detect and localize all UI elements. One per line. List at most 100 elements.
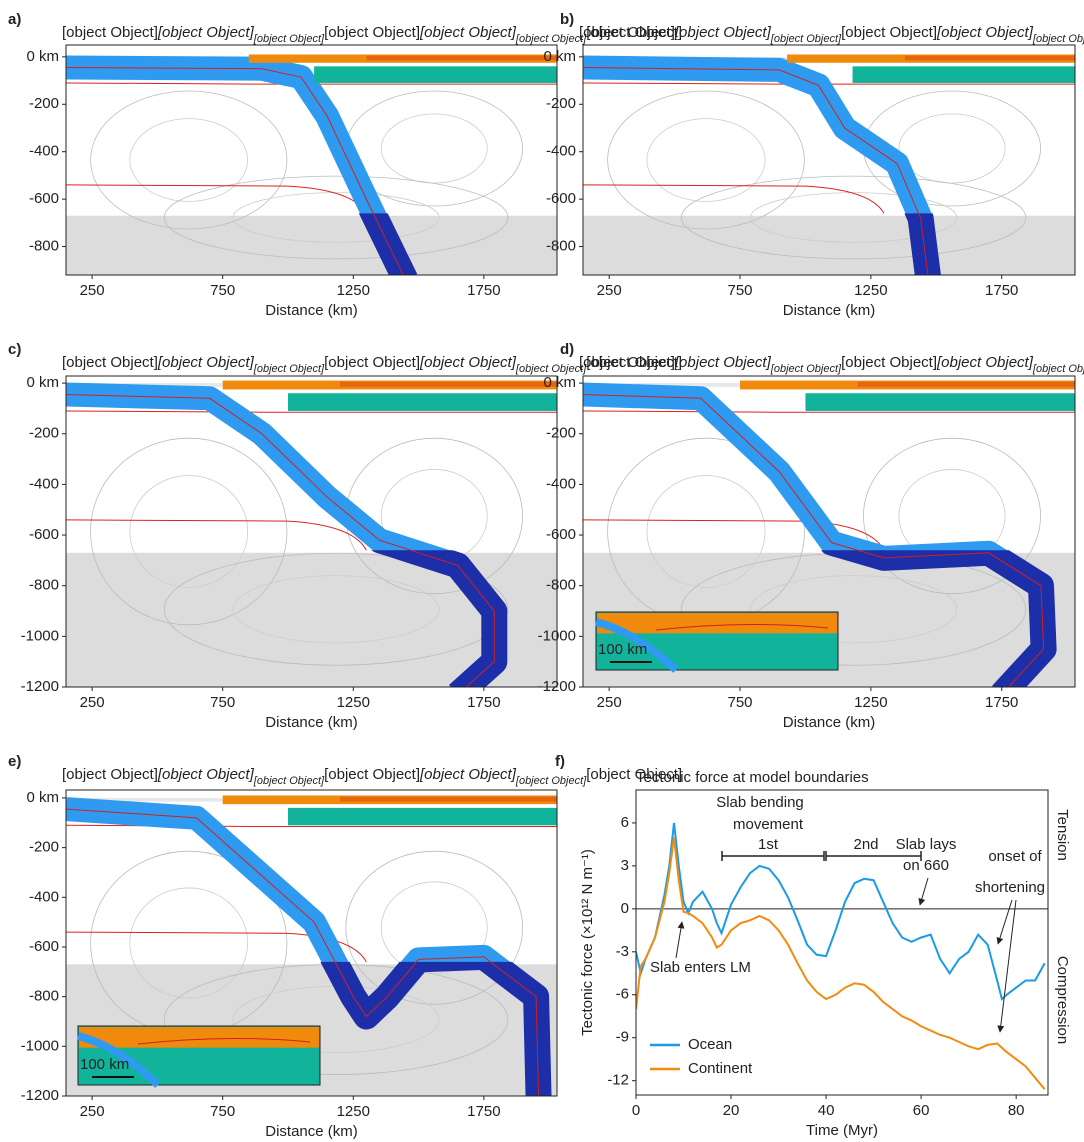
title-part: [object Object]	[253, 775, 325, 787]
continent	[287, 807, 557, 826]
slab-edge	[583, 67, 929, 275]
title-part: [object Object]	[1032, 363, 1084, 375]
y-tick-label: -200	[29, 839, 59, 856]
x-axis-label: Distance (km)	[265, 714, 358, 731]
title-part: [object Object]	[515, 775, 587, 787]
panel-label: f)	[555, 753, 565, 770]
title-part: [object Object]	[324, 766, 420, 783]
panel-title: [object Object][object Object][object Ob…	[579, 24, 1084, 45]
chart-title: Tectonic force at model boundaries	[636, 769, 869, 786]
streamline	[646, 475, 766, 588]
annotation: onset of	[988, 848, 1042, 865]
title-part: [object Object]	[515, 363, 587, 375]
panel-title: [object Object][object Object][object Ob…	[579, 354, 1084, 375]
panel-title: [object Object][object Object][object Ob…	[62, 24, 682, 45]
upper-crust	[366, 55, 557, 61]
y-tick-label: -400	[546, 143, 576, 160]
annotation: 2nd	[853, 836, 878, 853]
continent	[852, 66, 1075, 83]
slab-edge	[66, 393, 495, 687]
panel-title: [object Object][object Object][object Ob…	[62, 354, 682, 375]
x-tick-label: 750	[210, 1103, 235, 1120]
title-part: [object Object]	[253, 363, 325, 375]
inset-scale-label: 100 km	[80, 1056, 129, 1073]
streamline	[90, 437, 288, 626]
y-tick-label: -800	[29, 988, 59, 1005]
title-part: [object Object]	[62, 354, 158, 371]
streamline	[345, 850, 524, 1005]
annotation-arrow	[997, 899, 1017, 1033]
inset-sediment	[79, 1027, 319, 1048]
model-field	[66, 376, 557, 687]
title-part: [object Object]	[419, 354, 517, 371]
streamline	[380, 113, 488, 184]
legend-label: Ocean	[688, 1036, 732, 1053]
lower-mantle	[583, 215, 1075, 275]
x-axis-label: Distance (km)	[783, 302, 876, 319]
red-isotherm	[66, 82, 557, 85]
streamline	[646, 118, 766, 202]
plot-frame	[582, 44, 1076, 276]
annotation: shortening	[975, 879, 1045, 896]
streamline	[129, 118, 249, 202]
x-tick-label: 0	[632, 1102, 640, 1119]
y-tick-label: -200	[29, 425, 59, 442]
title-part: [object Object]	[586, 354, 682, 371]
streamline	[232, 575, 440, 644]
streamline	[232, 192, 440, 243]
x-tick-label: 20	[723, 1102, 740, 1119]
continent	[287, 393, 557, 411]
inset-scale-label: 100 km	[598, 641, 647, 658]
x-axis-label: Distance (km)	[265, 302, 358, 319]
title-part: [object Object]	[62, 24, 158, 41]
x-tick-label: 1750	[985, 694, 1018, 711]
title-part: [object Object]	[324, 24, 420, 41]
title-part: [object Object]	[579, 354, 675, 371]
title-part: [object Object]	[419, 766, 517, 783]
series-line	[636, 837, 1046, 1090]
x-tick-label: 250	[597, 282, 622, 299]
x-tick-label: 80	[1008, 1102, 1025, 1119]
x-tick-label: 250	[80, 694, 105, 711]
upper-crust	[340, 381, 557, 387]
inset-contour	[655, 623, 829, 631]
y-tick-label: -800	[546, 577, 576, 594]
y-tick-label: -800	[29, 577, 59, 594]
x-tick-label: 1750	[467, 282, 500, 299]
side-label: Compression	[1054, 956, 1071, 1044]
y-tick-label: -600	[546, 190, 576, 207]
red-isotherm	[583, 184, 885, 214]
annotation: 1st	[758, 836, 779, 853]
title-part: [object Object]	[157, 354, 255, 371]
continent	[314, 66, 557, 83]
panel-label: e)	[8, 753, 21, 770]
title-part: [object Object]	[1032, 33, 1084, 45]
y-tick-label: -3	[616, 943, 629, 960]
slab-edge	[583, 393, 1045, 687]
side-label: Tension	[1054, 809, 1071, 861]
plot-frame	[65, 789, 558, 1097]
model-field	[66, 45, 557, 275]
x-tick-label: 1750	[467, 1103, 500, 1120]
y-tick-label: -400	[546, 475, 576, 492]
y-tick-label: -600	[29, 938, 59, 955]
x-tick-label: 1250	[854, 282, 887, 299]
y-tick-label: -400	[29, 475, 59, 492]
y-tick-label: -9	[616, 1029, 629, 1046]
x-tick-label: 1250	[854, 694, 887, 711]
streamline	[90, 90, 288, 230]
y-tick-label: 0 km	[26, 48, 59, 65]
y-tick-label: -400	[29, 888, 59, 905]
streamline	[607, 90, 805, 230]
x-tick-label: 750	[210, 694, 235, 711]
annotation: movement	[733, 816, 804, 833]
title-part: [object Object]	[936, 24, 1034, 41]
y-tick-label: 0 km	[543, 374, 576, 391]
inset-slab	[594, 618, 679, 673]
y-tick-label: -200	[546, 425, 576, 442]
annotation: Slab bending	[716, 794, 804, 811]
red-isotherm	[66, 519, 367, 551]
annotation: Slab enters LM	[650, 959, 751, 976]
streamline	[863, 437, 1041, 595]
streamline	[749, 575, 958, 644]
